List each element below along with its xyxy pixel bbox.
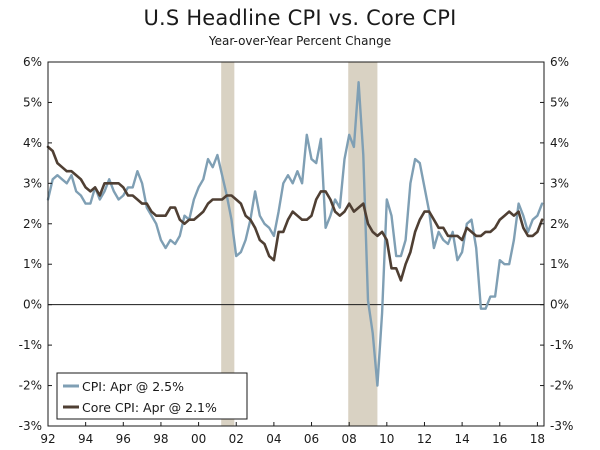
legend-label-0: CPI: Apr @ 2.5% (82, 379, 184, 394)
recession-band-0 (221, 62, 235, 426)
y-tick-label-right: 6% (550, 55, 569, 69)
x-tick-label: 16 (492, 432, 507, 446)
y-tick-label-left: 5% (23, 95, 42, 109)
y-tick-label-right: -2% (550, 379, 573, 393)
x-tick-label: 04 (266, 432, 281, 446)
series-line-0 (46, 80, 544, 387)
series-line-1 (46, 145, 544, 282)
x-tick-label: 92 (40, 432, 55, 446)
y-tick-label-left: 1% (23, 257, 42, 271)
x-tick-label: 98 (153, 432, 168, 446)
y-tick-label-right: 4% (550, 136, 569, 150)
legend-label-1: Core CPI: Apr @ 2.1% (82, 400, 217, 415)
legend-box (56, 372, 248, 420)
y-tick-label-right: 1% (550, 257, 569, 271)
chart-title: U.S Headline CPI vs. Core CPI (143, 6, 457, 30)
y-tick-label-left: 0% (23, 298, 42, 312)
y-tick-label-right: 2% (550, 217, 569, 231)
y-tick-label-left: 4% (23, 136, 42, 150)
x-tick-label: 14 (454, 432, 469, 446)
y-tick-label-left: 6% (23, 55, 42, 69)
x-tick-label: 94 (78, 432, 93, 446)
chart-subtitle: Year-over-Year Percent Change (208, 34, 392, 48)
y-tick-label-left: -2% (19, 379, 42, 393)
x-tick-label: 12 (417, 432, 432, 446)
y-tick-label-right: 5% (550, 95, 569, 109)
recession-band-1 (348, 62, 378, 426)
y-tick-label-right: 3% (550, 176, 569, 190)
x-tick-label: 08 (342, 432, 357, 446)
x-tick-label: 00 (191, 432, 206, 446)
x-tick-label: 06 (304, 432, 319, 446)
y-tick-label-left: 3% (23, 176, 42, 190)
y-tick-label-right: -3% (550, 419, 573, 433)
y-tick-label-left: 2% (23, 217, 42, 231)
y-tick-label-right: -1% (550, 338, 573, 352)
y-tick-label-right: 0% (550, 298, 569, 312)
x-tick-label: 96 (116, 432, 131, 446)
x-tick-label: 10 (379, 432, 394, 446)
x-tick-label: 02 (229, 432, 244, 446)
plot-frame (47, 61, 545, 427)
y-tick-label-left: -1% (19, 338, 42, 352)
y-tick-label-left: -3% (19, 419, 42, 433)
x-tick-label: 18 (530, 432, 545, 446)
